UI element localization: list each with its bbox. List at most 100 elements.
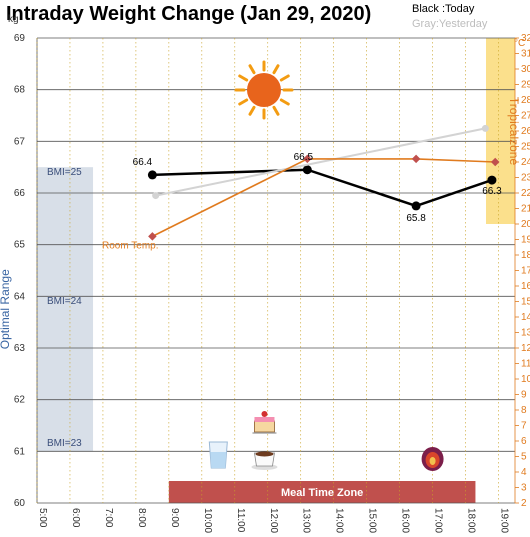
today-point — [487, 175, 497, 185]
y-right-tick-label: 29 — [521, 80, 530, 91]
today-point — [411, 201, 421, 211]
today-point — [302, 165, 312, 175]
chart-title: Intraday Weight Change (Jan 29, 2020) — [6, 3, 371, 25]
sun-ray — [279, 74, 290, 82]
water-glass-icon — [208, 441, 228, 469]
x-tick-label: 15:00 — [367, 508, 378, 533]
series-line-today — [152, 168, 493, 208]
y-left-tick-label: 66 — [14, 188, 26, 199]
sun-disc — [247, 73, 281, 107]
sun-ray — [272, 105, 280, 116]
x-tick-label: 11:00 — [235, 508, 246, 533]
y-left-tick-label: 67 — [14, 136, 26, 147]
y-right-tick-label: 12 — [521, 343, 530, 354]
optimal-range-band — [37, 167, 94, 452]
series-line-room-temp- — [152, 158, 496, 238]
y-right-tick-label: 20 — [521, 219, 530, 230]
room-temp-point — [303, 154, 312, 164]
y-right-tick-label: 10 — [521, 374, 530, 385]
series-line-yesterday — [155, 127, 486, 197]
sun-ray — [248, 64, 256, 75]
sun-ray — [272, 64, 280, 75]
y-right-tick-label: 7 — [521, 421, 527, 432]
coffee-cup-icon — [251, 451, 278, 470]
y-left-tick-label: 62 — [14, 395, 26, 406]
y-right-tick-label: 11 — [521, 359, 530, 370]
meal-time-zone-label: Meal Time Zone — [281, 487, 363, 499]
y-right-tick-label: 25 — [521, 142, 530, 153]
y-right-tick-label: 22 — [521, 188, 530, 199]
y-right-tick-label: 24 — [521, 157, 530, 168]
y-right-tick-label: 19 — [521, 235, 530, 246]
x-tick-label: 5:00 — [37, 508, 48, 528]
coffee — [255, 451, 274, 457]
y-left-tick-label: 69 — [14, 33, 26, 44]
sun-ray — [238, 98, 249, 106]
y-right-tick-label: 18 — [521, 250, 530, 261]
fig-seeds — [429, 457, 436, 465]
y-right-tick-label: 5 — [521, 452, 527, 463]
x-tick-label: 12:00 — [268, 508, 279, 533]
y-right-tick-label: 4 — [521, 467, 527, 478]
y-right-tick-label: 17 — [521, 266, 530, 277]
optimal-range-label: Optimal Range — [0, 269, 12, 349]
y-right-tick-label: 30 — [521, 64, 530, 75]
sun-icon — [234, 60, 294, 120]
y-right-tick-label: 8 — [521, 405, 527, 416]
y-right-tick-label: 6 — [521, 436, 527, 447]
y-right-tick-label: 26 — [521, 126, 530, 137]
room-temp-point — [411, 154, 421, 164]
x-tick-label: 16:00 — [400, 508, 411, 533]
data-label: 65.8 — [406, 213, 426, 224]
y-right-tick-label: 16 — [521, 281, 530, 292]
y-right-tick-label: 14 — [521, 312, 530, 323]
x-tick-label: 9:00 — [169, 508, 180, 528]
left-axis-unit: kg — [8, 14, 19, 25]
x-tick-label: 13:00 — [301, 508, 312, 533]
data-label: 66.5 — [294, 152, 314, 163]
data-label: 66.3 — [482, 186, 502, 197]
cake-icon — [252, 411, 277, 434]
y-right-tick-label: 23 — [521, 173, 530, 184]
today-point — [147, 170, 157, 180]
y-left-tick-label: 65 — [14, 240, 26, 251]
right-axis-unit: °C — [514, 38, 525, 49]
meal-time-zone-band — [168, 481, 476, 503]
y-right-tick-label: 21 — [521, 204, 530, 215]
x-tick-label: 18:00 — [466, 508, 477, 533]
legend-yesterday: Gray:Yesterday — [412, 18, 488, 30]
y-left-tick-label: 64 — [14, 291, 26, 302]
yesterday-point — [481, 124, 489, 132]
sun-ray — [238, 74, 249, 82]
glass-water — [210, 452, 227, 468]
bmi-label: BMI=25 — [47, 167, 82, 178]
tropical-zone-label: Tropicalzone — [507, 97, 521, 166]
y-right-tick-label: 31 — [521, 49, 530, 60]
room-temp-point — [490, 157, 500, 167]
y-right-tick-label: 28 — [521, 95, 530, 106]
bmi-label: BMI=23 — [47, 438, 82, 449]
y-right-tick-label: 9 — [521, 390, 527, 401]
x-tick-label: 19:00 — [499, 508, 510, 533]
y-right-tick-label: 13 — [521, 328, 530, 339]
y-left-tick-label: 63 — [14, 343, 26, 354]
fig-fruit-icon — [421, 447, 444, 471]
y-right-tick-label: 27 — [521, 111, 530, 122]
sun-ray — [279, 98, 290, 106]
x-tick-label: 14:00 — [334, 508, 345, 533]
sun-ray — [248, 105, 256, 116]
yesterday-point — [152, 192, 160, 200]
y-right-tick-label: 2 — [521, 498, 527, 509]
x-tick-label: 6:00 — [70, 508, 81, 528]
bmi-label: BMI=24 — [47, 296, 82, 307]
x-tick-label: 17:00 — [433, 508, 444, 533]
cake-cherry — [261, 411, 268, 417]
x-tick-label: 7:00 — [103, 508, 114, 528]
y-right-tick-label: 3 — [521, 483, 527, 494]
cake-base — [254, 420, 275, 433]
y-right-tick-label: 15 — [521, 297, 530, 308]
y-left-tick-label: 68 — [14, 85, 26, 96]
cake-icing — [254, 417, 275, 422]
room-temp-label: Room Temp. — [102, 240, 159, 251]
y-right-tick-label: 32 — [521, 33, 530, 44]
